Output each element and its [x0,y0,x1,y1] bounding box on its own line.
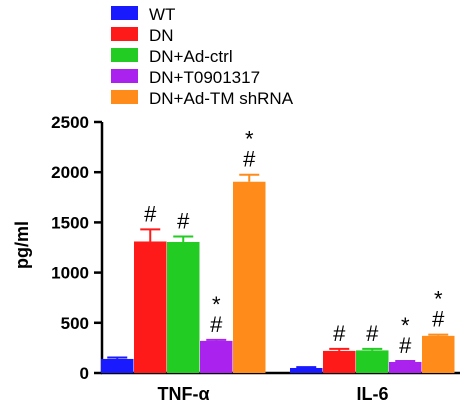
y-tick-label: 1500 [51,213,89,232]
significance-star: * [245,127,254,152]
significance-star: * [434,287,443,312]
legend-label: DN+Ad-ctrl [149,47,233,66]
legend-label: DN [149,26,174,45]
y-tick-label: 2500 [51,113,89,132]
legend-label: DN+Ad-TM shRNA [149,89,294,108]
y-tick-label: 2000 [51,163,89,182]
legend-swatch [111,90,138,104]
bar-dn-0 [134,241,167,373]
x-category-label: TNF-α [157,384,209,404]
legend-label: WT [149,5,175,24]
bar-dn-ad-tm-shrna-1 [422,335,455,373]
bar-dn-ad-ctrl-0 [167,241,200,373]
legend-label: DN+T0901317 [149,68,260,87]
bars [101,173,455,373]
legend-swatch [111,6,138,20]
significance-hash: # [177,208,190,233]
legend-swatch [111,69,138,83]
bar-wt-1 [290,367,323,373]
annotations: # ##*#*# # #* #* [144,127,445,358]
significance-hash: # [432,307,445,332]
bar-dn-t0901317-1 [389,361,422,373]
legend-swatch [111,27,138,41]
bar-dn-ad-tm-shrna-0 [233,181,266,373]
x-axis-labels: TNF-α IL-6 [157,384,388,404]
legend-swatch [111,48,138,62]
x-category-label: IL-6 [356,384,388,404]
bar-dn-ad-ctrl-1 [356,350,389,373]
bar-dn-1 [323,350,356,373]
significance-hash: # [210,312,223,337]
y-tick-label: 500 [61,314,89,333]
significance-hash: # [333,321,346,346]
significance-hash: # [144,201,157,226]
significance-star: * [212,292,221,317]
significance-hash: # [366,321,379,346]
bar-dn-t0901317-0 [200,340,233,373]
significance-hash: # [243,147,256,172]
y-tick-label: 1000 [51,264,89,283]
legend: WT DN DN+Ad-ctrl DN+T0901317 DN+Ad-TM shRNA [111,5,294,108]
significance-hash: # [399,333,412,358]
y-tick-label: 0 [80,364,89,383]
significance-star: * [401,313,410,338]
bar-wt-0 [101,358,134,373]
y-axis-label: pg/ml [12,221,32,269]
